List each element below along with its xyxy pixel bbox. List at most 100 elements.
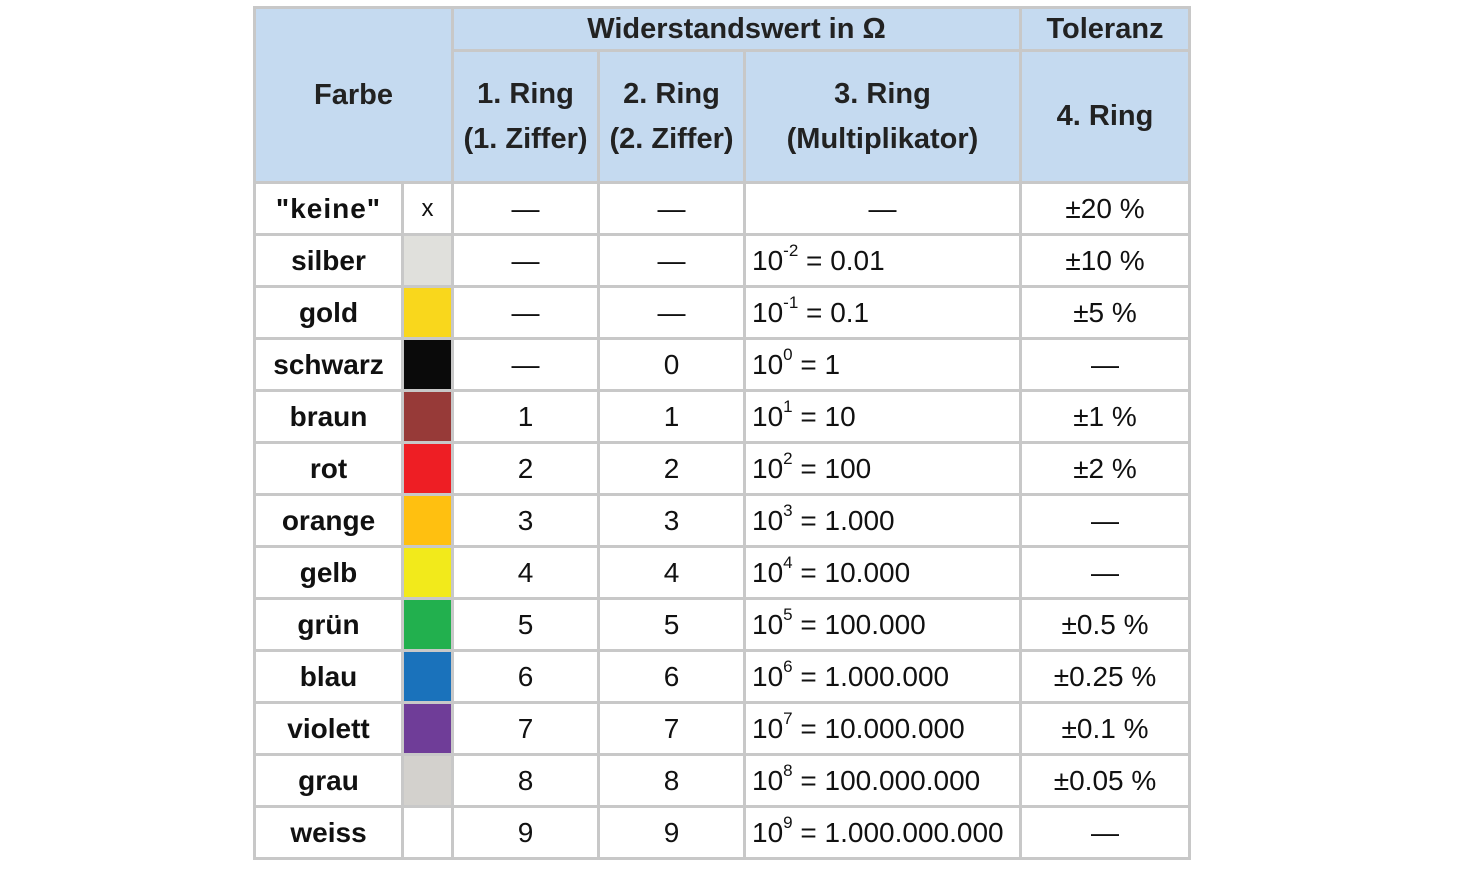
multiplier-base: 10: [752, 400, 784, 432]
ring-1-digit: 9: [451, 805, 600, 860]
color-name: braun: [253, 389, 404, 444]
multiplier-value: = 1.000.000: [792, 660, 950, 692]
table-row: grün 5 5 105 = 100.000 ±0.5 %: [253, 597, 1191, 652]
multiplier-base: 10: [752, 712, 784, 744]
header-widerstandswert: Widerstandswert in Ω: [451, 6, 1022, 52]
multiplier-value: = 100.000.000: [792, 764, 981, 796]
color-swatch: [401, 441, 454, 496]
color-name: "keine": [253, 181, 404, 236]
tolerance: ±20 %: [1019, 181, 1191, 236]
multiplier-value: = 0.1: [798, 296, 870, 328]
multiplier: 102 = 100: [743, 441, 1022, 496]
color-name: grau: [253, 753, 404, 808]
color-swatch: [401, 389, 454, 444]
ring-2-digit: 0: [597, 337, 746, 392]
multiplier-base: 10: [752, 244, 784, 276]
header-ring-3-subtitle: (Multiplikator): [786, 122, 979, 155]
multiplier-base: 10: [752, 556, 784, 588]
color-name: blau: [253, 649, 404, 704]
table-row: blau 6 6 106 = 1.000.000 ±0.25 %: [253, 649, 1191, 704]
color-swatch: [401, 545, 454, 600]
multiplier: 100 = 1: [743, 337, 1022, 392]
multiplier-exponent: 9: [783, 812, 793, 832]
header-ring-2-subtitle: (2. Ziffer): [609, 122, 734, 155]
ring-2-digit: 4: [597, 545, 746, 600]
ring-2-digit: 5: [597, 597, 746, 652]
multiplier: 109 = 1.000.000.000: [743, 805, 1022, 860]
tolerance: —: [1019, 493, 1191, 548]
color-name: gelb: [253, 545, 404, 600]
multiplier-exponent: 5: [783, 604, 793, 624]
ring-2-digit: —: [597, 285, 746, 340]
tolerance: ±2 %: [1019, 441, 1191, 496]
table-row: grau 8 8 108 = 100.000.000 ±0.05 %: [253, 753, 1191, 808]
ring-1-digit: 6: [451, 649, 600, 704]
multiplier: 10-1 = 0.1: [743, 285, 1022, 340]
color-name: schwarz: [253, 337, 404, 392]
multiplier-base: 10: [752, 660, 784, 692]
header-ring-1: 1. Ring (1. Ziffer): [451, 49, 600, 184]
table-row: weiss 9 9 109 = 1.000.000.000—: [253, 805, 1191, 860]
tolerance: ±0.05 %: [1019, 753, 1191, 808]
table-row: rot 2 2 102 = 100 ±2 %: [253, 441, 1191, 496]
ring-2-digit: 9: [597, 805, 746, 860]
multiplier-value: —: [868, 192, 897, 224]
table-row: schwarz —0 100 = 1—: [253, 337, 1191, 392]
color-name: violett: [253, 701, 404, 756]
multiplier-value: = 10: [792, 400, 856, 432]
ring-1-digit: —: [451, 233, 600, 288]
ring-2-digit: —: [597, 233, 746, 288]
multiplier: 105 = 100.000: [743, 597, 1022, 652]
header-ring-1-title: 1. Ring: [477, 77, 574, 110]
table-body: "keine" x — — — ±20 % silber — —10-2 = 0.01 ±10 %…: [253, 181, 1191, 860]
tolerance: —: [1019, 337, 1191, 392]
multiplier-base: 10: [752, 348, 784, 380]
ring-1-digit: —: [451, 181, 600, 236]
multiplier-exponent: 8: [783, 760, 793, 780]
color-swatch: [401, 701, 454, 756]
multiplier-value: = 100: [792, 452, 872, 484]
ring-1-digit: —: [451, 337, 600, 392]
ring-1-digit: 1: [451, 389, 600, 444]
color-swatch: [401, 805, 454, 860]
multiplier-value: = 10.000.000: [792, 712, 965, 744]
multiplier: 104 = 10.000: [743, 545, 1022, 600]
table-row: gelb 4 4 104 = 10.000—: [253, 545, 1191, 600]
table-row: "keine" x — — — ±20 %: [253, 181, 1191, 236]
tolerance: ±5 %: [1019, 285, 1191, 340]
multiplier-exponent: 2: [783, 448, 793, 468]
multiplier-base: 10: [752, 452, 784, 484]
multiplier-exponent: 6: [783, 656, 793, 676]
color-name: grün: [253, 597, 404, 652]
multiplier-base: 10: [752, 816, 784, 848]
ring-2-digit: —: [597, 181, 746, 236]
multiplier-base: 10: [752, 504, 784, 536]
color-swatch: [401, 337, 454, 392]
ring-2-digit: 7: [597, 701, 746, 756]
multiplier-value: = 1.000: [792, 504, 895, 536]
resistor-color-code-table: Farbe Widerstandswert in Ω Toleranz 1. R…: [253, 6, 1191, 860]
color-name: silber: [253, 233, 404, 288]
multiplier-value: = 1: [792, 348, 841, 380]
ring-2-digit: 8: [597, 753, 746, 808]
multiplier-exponent: -1: [783, 292, 799, 312]
tolerance: —: [1019, 805, 1191, 860]
multiplier-base: 10: [752, 608, 784, 640]
multiplier-value: = 10.000: [792, 556, 911, 588]
multiplier-exponent: 4: [783, 552, 793, 572]
header-ring-3-title: 3. Ring: [834, 77, 931, 110]
no-color-marker: x: [421, 194, 434, 222]
color-name: weiss: [253, 805, 404, 860]
table-row: braun 1 1 101 = 10 ±1 %: [253, 389, 1191, 444]
multiplier-exponent: 3: [783, 500, 793, 520]
tolerance: ±0.25 %: [1019, 649, 1191, 704]
color-swatch: [401, 597, 454, 652]
ring-1-digit: 7: [451, 701, 600, 756]
multiplier: 106 = 1.000.000: [743, 649, 1022, 704]
multiplier-exponent: 0: [783, 344, 793, 364]
header-farbe: Farbe: [253, 6, 454, 184]
header-ring-1-subtitle: (1. Ziffer): [463, 122, 588, 155]
ring-1-digit: 2: [451, 441, 600, 496]
tolerance: —: [1019, 545, 1191, 600]
table-row: gold — —10-1 = 0.1 ±5 %: [253, 285, 1191, 340]
